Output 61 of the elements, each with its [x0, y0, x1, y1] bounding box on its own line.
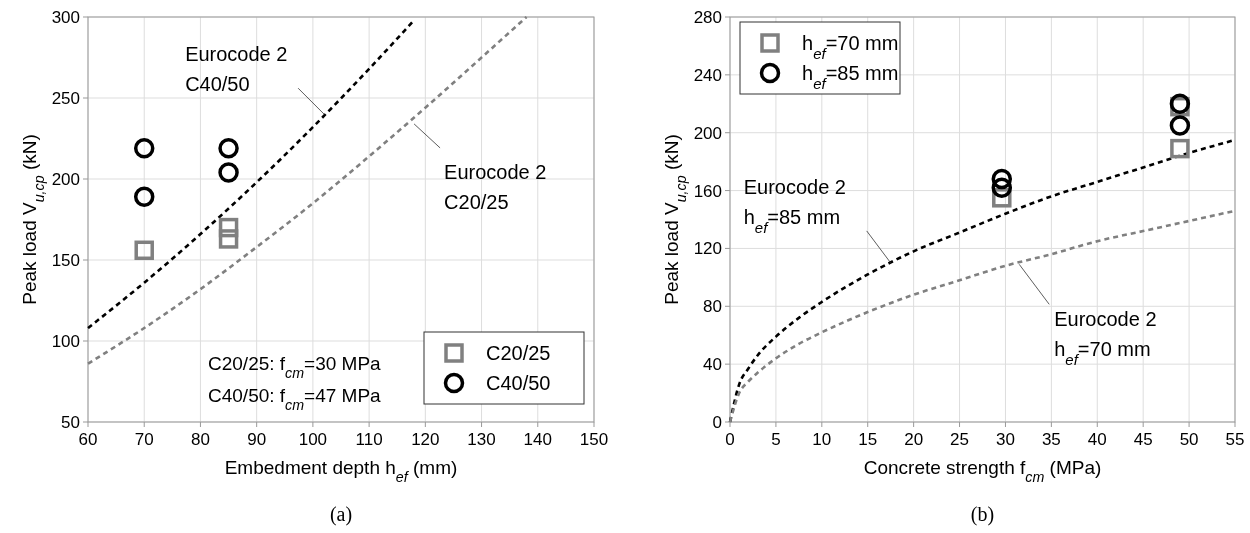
annotation: Eurocode 2 h$_{ef}$=70 mm — [1054, 308, 1157, 368]
point — [991, 177, 1013, 198]
x-tick-label: 90 — [247, 430, 267, 449]
y-tick-label: 280 — [693, 8, 722, 27]
x-tick-label: 30 — [995, 430, 1015, 449]
x-tick-label: 110 — [355, 430, 383, 449]
x-tick-label: 80 — [190, 430, 210, 449]
x-tick-label: 40 — [1087, 430, 1107, 449]
y-tick-label: 300 — [51, 8, 80, 27]
x-tick-label: 140 — [523, 430, 552, 449]
y-tick-label: 200 — [51, 170, 80, 189]
x-tick-label: 0 — [725, 430, 735, 449]
x-tick-label: 50 — [1179, 430, 1199, 449]
point — [133, 137, 155, 159]
x-tick-label: 60 — [78, 430, 98, 449]
x-tick-label: 20 — [904, 430, 924, 449]
point — [218, 217, 239, 238]
y-tick-label: 240 — [693, 65, 722, 85]
x-tick-label: 130 — [467, 430, 496, 449]
x-tick-label: 120 — [411, 430, 440, 449]
y-tick-label: 100 — [51, 332, 80, 351]
point — [134, 240, 154, 261]
point — [218, 137, 239, 159]
x-tick-label: 45 — [1133, 430, 1153, 449]
y-tick-label: 250 — [51, 89, 80, 108]
annotation: Eurocode 2 h$_{ef}$=85 mm — [743, 175, 846, 236]
x-axis-title: Embedment depth h$_{ef}$ (mm) — [224, 457, 458, 485]
point — [218, 162, 239, 183]
annotation: Eurocode 2 C40/50 — [185, 43, 288, 96]
x-tick-label: 10 — [812, 430, 832, 449]
y-tick-label: 80 — [703, 297, 722, 317]
legend-label: h$_{ef}$=85 mm — [802, 62, 899, 92]
y-tick-label: 150 — [51, 251, 80, 270]
text: (a) — [329, 503, 353, 526]
x-tick-label: 15 — [858, 430, 878, 449]
annotation: C20/25: f$_{cm}$=30 MPa — [208, 353, 382, 381]
text: (b) — [970, 503, 995, 526]
annotation: Eurocode 2 C20/25 — [444, 160, 547, 213]
y-tick-label: 0 — [712, 413, 722, 432]
y-tick-label: 200 — [693, 123, 722, 143]
x-tick-label: 35 — [1041, 430, 1061, 449]
point — [218, 229, 239, 249]
point — [133, 186, 155, 208]
x-tick-label: 55 — [1225, 430, 1245, 449]
point — [1170, 138, 1190, 159]
point — [991, 168, 1013, 190]
y-tick-label: 50 — [61, 413, 80, 432]
x-axis-title: Concrete strength f$_{cm}$ (MPa) — [863, 457, 1102, 485]
y-tick-label: 40 — [703, 355, 722, 375]
x-tick-label: 70 — [134, 430, 154, 449]
point — [1169, 115, 1191, 136]
x-tick-label: 5 — [771, 430, 781, 449]
legend-label: C40/50 — [486, 372, 551, 394]
y-tick-label: 120 — [693, 239, 722, 259]
x-tick-label: 100 — [298, 430, 328, 449]
legend-label: C20/25 — [486, 342, 551, 364]
y-tick-label: 160 — [693, 181, 722, 201]
legend-label: h$_{ef}$=70 mm — [802, 32, 899, 62]
annotation: C40/50: f$_{cm}$=47 MPa — [208, 385, 382, 413]
x-tick-label: 25 — [950, 430, 970, 449]
x-tick-label: 150 — [579, 430, 609, 449]
